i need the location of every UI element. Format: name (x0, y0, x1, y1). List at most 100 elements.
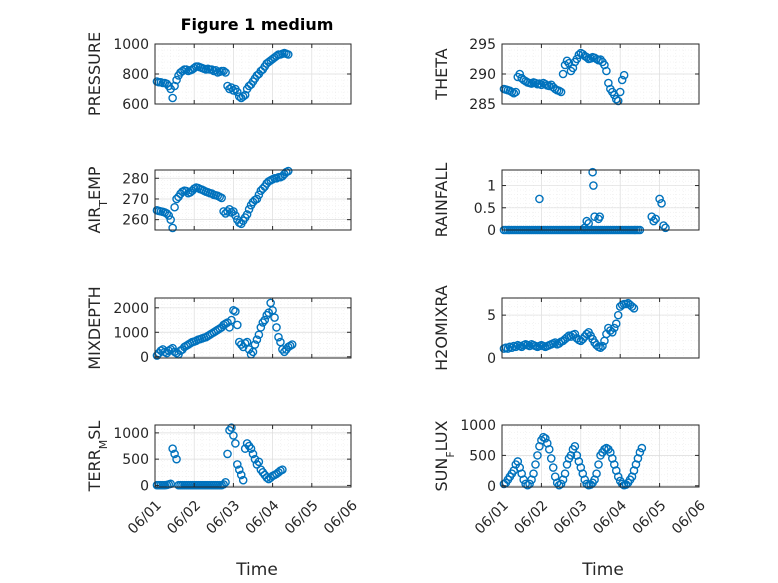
data-point (283, 166, 293, 176)
data-point (168, 223, 177, 233)
data-point (170, 449, 179, 459)
data-point (256, 323, 266, 332)
data-point (258, 318, 268, 327)
y-axis-label-main: H2OMIXRA (432, 285, 451, 371)
data-point (659, 221, 668, 230)
data-point (287, 340, 297, 349)
data-point (283, 50, 293, 59)
data-point (260, 315, 270, 325)
data-point (278, 465, 287, 474)
data-point (657, 199, 666, 208)
y-tick-label: 1000 (113, 325, 149, 341)
data-point (544, 445, 554, 454)
data-point (211, 65, 221, 75)
data-point (661, 223, 670, 233)
data-point (570, 441, 580, 451)
y-tick-label: 500 (469, 448, 496, 464)
axes-box (154, 297, 352, 359)
data-point (262, 310, 272, 320)
y-tick-label: 500 (122, 452, 149, 468)
x-axis-label-right: Time (581, 560, 624, 580)
data-point (613, 310, 623, 320)
y-tick-label: 1000 (460, 418, 496, 434)
y-axis-label-sub: F (444, 451, 457, 457)
data-point (217, 193, 226, 203)
data-point (558, 69, 568, 79)
data-point (627, 302, 637, 311)
data-point (580, 475, 590, 485)
data-point (231, 307, 240, 316)
data-point (584, 219, 593, 228)
y-axis-label-main: AIR (85, 207, 104, 234)
data-point (594, 460, 603, 469)
data-point (611, 94, 621, 104)
y-tick-label: 2000 (113, 301, 149, 317)
data-point (548, 463, 558, 472)
y-tick-label: 270 (122, 192, 149, 208)
data-point (635, 448, 645, 457)
data-point (229, 431, 238, 440)
y-tick-label: 600 (122, 97, 149, 113)
data-point (233, 320, 242, 330)
y-axis-label: MIXDEPTH (85, 286, 104, 369)
axes-box (501, 424, 700, 488)
y-tick-label: 5 (487, 308, 496, 324)
data-point (166, 215, 175, 224)
subplot-rainfall: 0 0.5 1 RAINFALL (432, 163, 700, 239)
data-point (233, 87, 242, 97)
subplot-mixdepth: 0 1000 2000 MIXDEPTH (85, 286, 352, 370)
data-point (231, 211, 240, 220)
y-axis-label-main: PRESSURE (85, 32, 104, 116)
subplot-theta: 285 290 295 THETA (432, 37, 700, 113)
data-point (172, 75, 181, 85)
data-point (556, 479, 566, 489)
data-point (164, 211, 174, 220)
data-point (223, 207, 232, 216)
data-point (270, 313, 279, 322)
y-axis-label-main: RAINFALL (432, 163, 451, 238)
data-point (262, 473, 272, 482)
y-axis-label: SUNFLUX (432, 420, 457, 491)
y-axis-label: H2OMIXRA (432, 285, 451, 371)
y-axis-label: PRESSURE (85, 32, 104, 116)
data-point (231, 439, 240, 448)
axes-box (154, 169, 352, 231)
data-point (236, 470, 246, 480)
y-axis-label-tail: EMP (85, 166, 104, 200)
data-point (511, 87, 521, 97)
data-point (250, 340, 260, 349)
axes-box (501, 169, 700, 231)
data-point (178, 66, 187, 76)
data-point (592, 469, 601, 478)
data-point (596, 343, 605, 353)
data-point (225, 84, 234, 94)
data-point (172, 454, 181, 464)
y-tick-label: 0 (140, 350, 149, 366)
y-tick-label: 285 (469, 97, 496, 113)
axes-box (501, 297, 700, 359)
data-point (529, 469, 538, 478)
subplot-air: 260 270 280 AIRTEMP (85, 166, 352, 234)
data-point (637, 443, 647, 453)
data-point (238, 92, 248, 101)
data-point (613, 472, 623, 481)
axes-box (154, 424, 352, 488)
data-point (550, 338, 560, 347)
data-point (221, 477, 230, 487)
data-point (613, 96, 623, 106)
data-point (254, 190, 264, 200)
y-tick-label: 1 (487, 179, 496, 195)
data-point (219, 480, 228, 489)
y-axis-label-main: MIXDEPTH (85, 286, 104, 369)
data-point (229, 86, 238, 95)
data-point (588, 167, 597, 177)
data-point (238, 475, 248, 485)
figure-title: Figure 1 medium (181, 15, 334, 34)
y-tick-label: 280 (122, 171, 149, 187)
data-point (168, 444, 177, 453)
data-point (589, 181, 598, 190)
data-point (170, 202, 179, 212)
data-point (598, 341, 607, 351)
x-axis-label-left: Time (235, 560, 278, 580)
data-point (596, 55, 605, 64)
